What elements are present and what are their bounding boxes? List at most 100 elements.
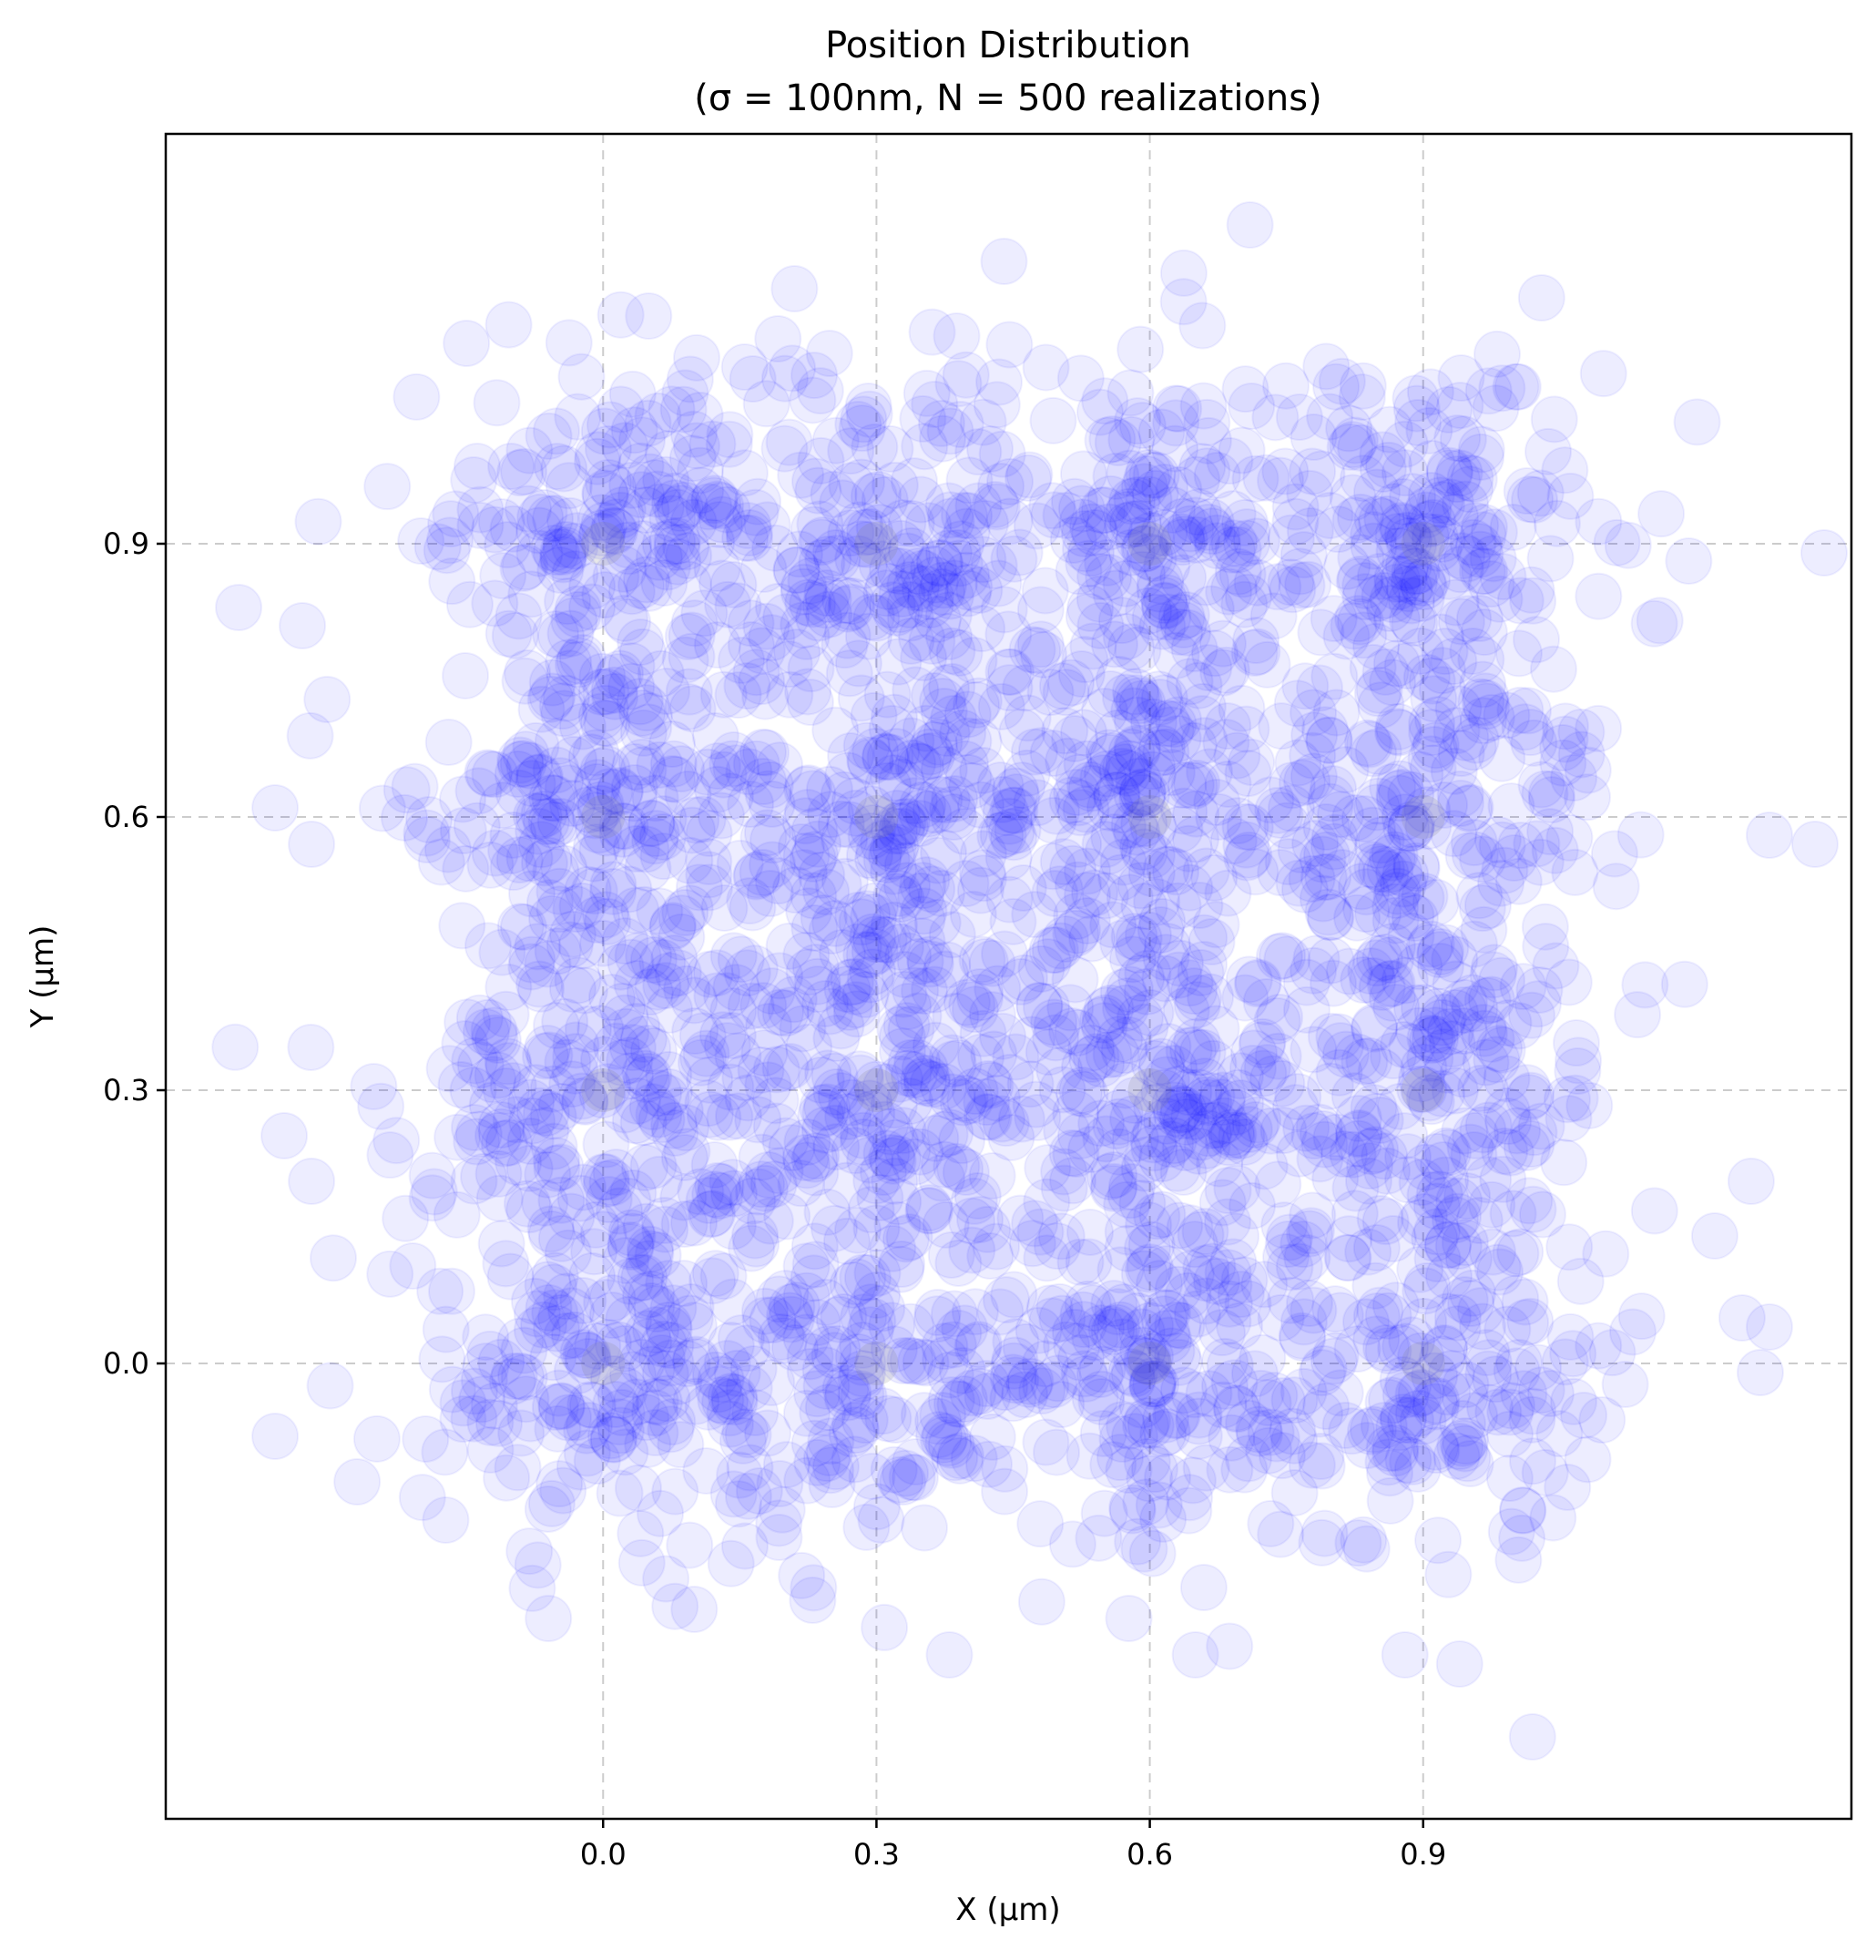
scatter-point <box>1061 1070 1109 1118</box>
scatter-point <box>989 786 1037 834</box>
scatter-point <box>787 556 835 605</box>
scatter-point <box>1182 1244 1230 1292</box>
scatter-point <box>1059 1291 1107 1339</box>
scatter-point <box>1351 1261 1400 1310</box>
scatter-point <box>850 893 898 942</box>
scatter-point <box>1484 1097 1533 1146</box>
scatter-point <box>1466 1383 1514 1432</box>
scatter-point <box>1280 865 1329 914</box>
scatter-point <box>1437 354 1485 403</box>
scatter-point <box>1010 728 1058 776</box>
scatter-point <box>1210 1359 1259 1407</box>
scatter-point <box>600 594 648 642</box>
scatter-point <box>552 885 600 934</box>
scatter-point <box>906 728 954 776</box>
scatter-point <box>1387 577 1435 625</box>
scatter-point <box>1130 1445 1178 1494</box>
scatter-point <box>1041 914 1089 963</box>
scatter-point <box>1076 601 1125 649</box>
scatter-point <box>1267 784 1315 832</box>
scatter-point <box>529 1092 577 1140</box>
scatter-point <box>678 1012 727 1060</box>
scatter-point <box>1416 476 1464 525</box>
scatter-point <box>933 312 981 361</box>
scatter-point <box>1042 491 1090 539</box>
scatter-point <box>938 1346 986 1394</box>
scatter-point <box>617 1338 666 1386</box>
scatter-point <box>596 1372 645 1420</box>
scatter-point <box>1175 1127 1223 1175</box>
scatter-point <box>551 550 599 598</box>
scatter-point <box>1067 529 1116 577</box>
scatter-point <box>1371 483 1419 531</box>
scatter-point <box>1387 912 1435 960</box>
scatter-point <box>923 776 971 824</box>
scatter-point <box>1800 529 1848 577</box>
scatter-point <box>961 937 1009 985</box>
scatter-point <box>1271 1084 1320 1132</box>
scatter-point <box>959 746 1007 794</box>
scatter-point <box>1060 1301 1108 1349</box>
scatter-point <box>1131 469 1179 517</box>
scatter-point <box>876 1455 924 1504</box>
scatter-point <box>1331 1072 1379 1120</box>
lattice-site-marker <box>1401 1068 1445 1112</box>
scatter-point <box>453 443 501 491</box>
scatter-point <box>1118 1381 1167 1429</box>
scatter-point <box>527 1479 576 1527</box>
scatter-point <box>477 1101 525 1149</box>
scatter-point <box>1282 985 1331 1034</box>
scatter-point <box>968 1413 1016 1461</box>
scatter-point <box>1508 1713 1556 1761</box>
scatter-point <box>1153 1391 1201 1439</box>
scatter-point <box>477 1108 525 1156</box>
scatter-point <box>725 514 773 562</box>
scatter-point <box>1140 577 1188 625</box>
scatter-point <box>1575 572 1623 620</box>
scatter-point <box>748 967 796 1016</box>
scatter-point <box>1132 451 1180 499</box>
scatter-point <box>1363 1147 1412 1195</box>
lattice-site-marker <box>1401 795 1445 839</box>
scatter-point <box>1054 861 1102 909</box>
scatter-point <box>366 1131 414 1179</box>
scatter-point <box>663 965 711 1013</box>
scatter-point <box>1408 439 1456 487</box>
scatter-point <box>1228 383 1276 431</box>
scatter-point <box>1129 1356 1178 1404</box>
scatter-point <box>1033 1002 1081 1050</box>
scatter-point <box>791 457 840 505</box>
scatter-point <box>1102 612 1150 660</box>
scatter-point <box>1478 821 1526 869</box>
scatter-point <box>1209 817 1258 865</box>
scatter-point <box>1030 1361 1078 1409</box>
scatter-point <box>1463 882 1512 930</box>
scatter-point <box>669 1302 718 1350</box>
scatter-point <box>1116 325 1165 373</box>
scatter-point <box>482 990 530 1038</box>
scatter-point <box>391 762 439 811</box>
scatter-point <box>1041 707 1089 755</box>
scatter-point <box>961 499 1009 547</box>
lattice-site-marker <box>581 1068 626 1112</box>
scatter-point <box>692 949 740 997</box>
scatter-point <box>580 501 628 549</box>
scatter-point <box>1234 1096 1282 1144</box>
scatter-point <box>279 602 327 649</box>
scatter-point <box>899 394 947 443</box>
scatter-point <box>1058 1066 1106 1114</box>
scatter-point <box>685 863 733 912</box>
scatter-point <box>870 754 918 802</box>
scatter-point <box>544 1038 592 1087</box>
scatter-point <box>799 1084 847 1132</box>
scatter-point <box>1166 1474 1214 1522</box>
scatter-point <box>1445 784 1494 832</box>
scatter-point <box>1279 1314 1327 1363</box>
scatter-point <box>1225 1399 1273 1447</box>
scatter-point <box>545 462 593 510</box>
scatter-point <box>1286 506 1334 555</box>
scatter-point <box>1545 1095 1593 1143</box>
scatter-point <box>602 1007 650 1056</box>
scatter-point <box>1397 1369 1445 1417</box>
scatter-point <box>871 1157 919 1205</box>
